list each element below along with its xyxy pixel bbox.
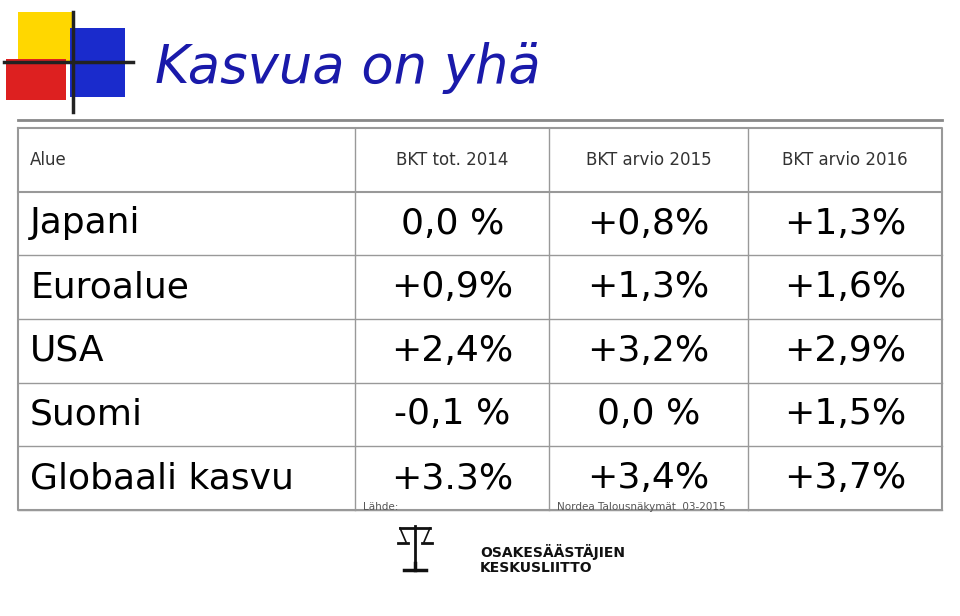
Text: -0,1 %: -0,1 % — [395, 397, 511, 431]
Text: BKT tot. 2014: BKT tot. 2014 — [396, 151, 509, 169]
Text: +2,4%: +2,4% — [391, 334, 514, 368]
Text: OSAKESÄÄSTÄJIEN: OSAKESÄÄSTÄJIEN — [480, 544, 625, 560]
Text: 0,0 %: 0,0 % — [597, 397, 700, 431]
Bar — [6, 59, 66, 100]
Text: BKT arvio 2015: BKT arvio 2015 — [586, 151, 711, 169]
Text: Suomi: Suomi — [30, 397, 143, 431]
Text: +1,5%: +1,5% — [784, 397, 906, 431]
Text: USA: USA — [30, 334, 105, 368]
Text: Kasvua on yhä: Kasvua on yhä — [155, 42, 540, 94]
Text: +3,7%: +3,7% — [784, 461, 906, 495]
Text: +3,2%: +3,2% — [588, 334, 709, 368]
Text: Japani: Japani — [30, 206, 140, 240]
Text: +1,6%: +1,6% — [784, 270, 906, 304]
Text: Lähde:: Lähde: — [363, 502, 398, 512]
Text: +2,9%: +2,9% — [784, 334, 906, 368]
Text: +3,4%: +3,4% — [588, 461, 709, 495]
Text: Alue: Alue — [30, 151, 67, 169]
Text: BKT arvio 2016: BKT arvio 2016 — [782, 151, 908, 169]
Text: +1,3%: +1,3% — [784, 206, 906, 240]
Text: +0,8%: +0,8% — [588, 206, 709, 240]
Text: +1,3%: +1,3% — [588, 270, 709, 304]
Text: Globaali kasvu: Globaali kasvu — [30, 461, 294, 495]
Text: Nordea Talousnäkymät  03-2015: Nordea Talousnäkymät 03-2015 — [558, 502, 726, 512]
Bar — [70, 59, 125, 97]
Text: +3.3%: +3.3% — [391, 461, 514, 495]
Bar — [70, 28, 125, 66]
Text: 0,0 %: 0,0 % — [400, 206, 504, 240]
Bar — [18, 12, 73, 62]
Text: +0,9%: +0,9% — [392, 270, 514, 304]
Text: Euroalue: Euroalue — [30, 270, 189, 304]
Text: KESKUSLIITTO: KESKUSLIITTO — [480, 561, 592, 575]
